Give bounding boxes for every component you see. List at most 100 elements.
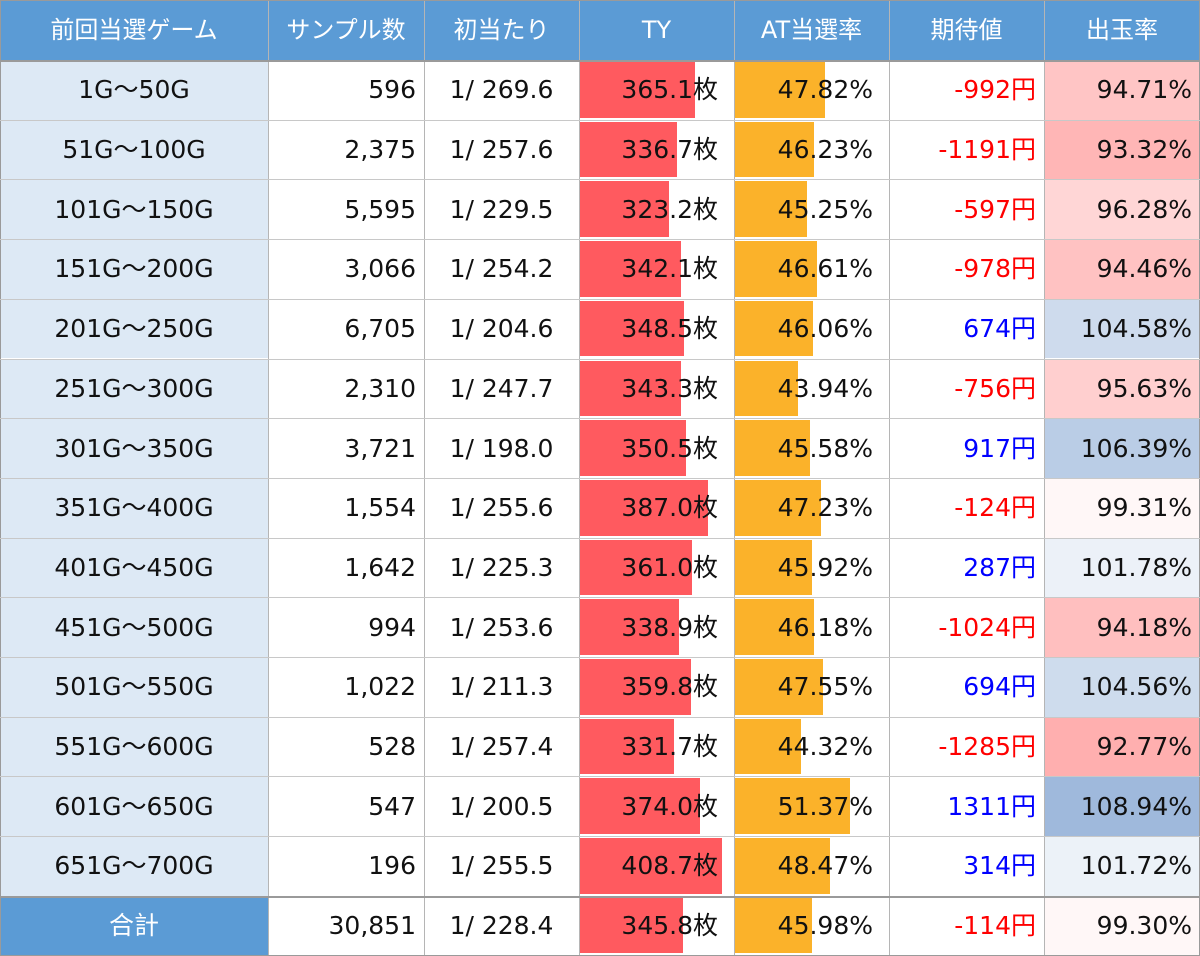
sample-count-cell: 196 <box>368 851 416 881</box>
first-hit-cell: 1/ 254.2 <box>449 254 554 284</box>
first-hit-cell: 1/ 200.5 <box>449 791 554 821</box>
range-cell: 301G～350G <box>0 418 268 478</box>
payout-cell: 101.78% <box>1044 537 1200 598</box>
payout-cell: 106.39% <box>1044 418 1200 478</box>
grid-line-horizontal <box>0 418 1200 419</box>
grid-line-horizontal <box>0 776 1200 777</box>
grid-line-vertical <box>734 0 735 956</box>
range-cell: 601G～650G <box>0 776 268 837</box>
at-rate-value: 45.92% <box>777 552 873 582</box>
range-cell: 401G～450G <box>0 537 268 598</box>
sample-count-cell: 528 <box>368 732 416 762</box>
at-rate-bar <box>735 718 801 775</box>
at-rate-value: 46.06% <box>777 314 873 344</box>
at-rate-value: 45.98% <box>777 911 873 941</box>
at-rate-bar <box>735 778 851 835</box>
ty-value: 343.3枚 <box>621 373 718 403</box>
sample-count-cell: 1,022 <box>344 672 416 702</box>
first-hit-cell: 1/ 229.5 <box>449 194 554 224</box>
column-header: AT当選率 <box>734 0 889 60</box>
expected-value-cell: 674円 <box>963 314 1036 344</box>
sample-count-cell: 547 <box>368 791 416 821</box>
grid-line-vertical <box>0 0 1 956</box>
first-hit-cell: 1/ 211.3 <box>449 672 554 702</box>
grid-line-horizontal <box>0 597 1200 598</box>
ty-bar <box>580 599 679 655</box>
at-rate-bar <box>735 838 830 894</box>
ty-bar <box>580 241 681 297</box>
ty-bar <box>580 360 682 417</box>
payout-cell: 94.18% <box>1044 597 1200 657</box>
at-rate-bar <box>735 599 814 655</box>
range-cell: 651G～700G <box>0 836 268 896</box>
sample-count-cell: 2,375 <box>344 135 416 165</box>
at-rate-bar <box>735 181 808 238</box>
range-cell: 151G～200G <box>0 239 268 299</box>
first-hit-cell: 1/ 225.3 <box>449 552 554 582</box>
grid-line-horizontal <box>0 538 1200 539</box>
at-rate-bar <box>735 300 813 357</box>
at-rate-cell: 45.92% <box>734 538 889 598</box>
payout-cell: 101.72% <box>1044 836 1200 896</box>
at-rate-bar <box>735 897 813 954</box>
payout-cell: 108.94% <box>1044 776 1200 837</box>
expected-value-cell: -1191円 <box>938 135 1036 165</box>
payout-cell: 104.56% <box>1044 657 1200 717</box>
range-cell: 501G～550G <box>0 657 268 717</box>
at-rate-bar <box>735 241 817 297</box>
range-cell: 合計 <box>0 895 268 956</box>
at-rate-bar <box>735 539 812 596</box>
at-rate-value: 46.23% <box>777 135 873 165</box>
sample-count-cell: 596 <box>368 75 416 105</box>
sample-count-cell: 2,310 <box>344 373 416 403</box>
at-rate-value: 47.55% <box>777 672 873 702</box>
first-hit-cell: 1/ 198.0 <box>449 433 554 463</box>
grid-line-vertical <box>268 0 269 956</box>
ty-bar <box>580 420 686 476</box>
expected-value-cell: -1285円 <box>938 732 1036 762</box>
ty-bar <box>580 181 669 238</box>
ty-value: 345.8枚 <box>621 911 718 941</box>
grid-line-horizontal <box>0 0 1200 1</box>
grid-line-horizontal <box>0 896 1200 898</box>
at-rate-cell: 45.58% <box>734 418 889 478</box>
ty-cell: 343.3枚 <box>579 359 734 419</box>
grid-line-vertical <box>579 0 580 956</box>
ty-cell: 359.8枚 <box>579 657 734 717</box>
ty-cell: 350.5枚 <box>579 418 734 478</box>
sample-count-cell: 3,721 <box>344 433 416 463</box>
at-rate-bar <box>735 479 822 536</box>
ty-cell: 374.0枚 <box>579 776 734 836</box>
ty-cell: 408.7枚 <box>579 836 734 896</box>
column-header: 出玉率 <box>1044 0 1200 60</box>
column-header: 初当たり <box>424 0 579 60</box>
payout-cell: 93.32% <box>1044 119 1200 180</box>
grid-line-vertical <box>424 0 425 956</box>
expected-value-cell: -978円 <box>954 254 1036 284</box>
at-rate-value: 46.18% <box>777 612 873 642</box>
ty-bar <box>580 121 678 178</box>
ty-value: 331.7枚 <box>621 732 718 762</box>
grid-line-horizontal <box>0 657 1200 658</box>
ty-value: 365.1枚 <box>621 75 718 105</box>
expected-value-cell: 917円 <box>963 433 1036 463</box>
grid-line-horizontal <box>0 239 1200 240</box>
at-rate-value: 46.61% <box>777 254 873 284</box>
at-rate-cell: 45.25% <box>734 179 889 239</box>
payout-cell: 94.46% <box>1044 239 1200 299</box>
sample-count-cell: 30,851 <box>328 911 416 941</box>
at-rate-cell: 44.32% <box>734 717 889 777</box>
at-rate-bar <box>735 62 826 118</box>
at-rate-cell: 46.06% <box>734 299 889 359</box>
ty-bar <box>580 479 709 536</box>
ty-cell: 348.5枚 <box>579 299 734 359</box>
at-rate-cell: 51.37% <box>734 776 889 836</box>
ty-cell: 338.9枚 <box>579 597 734 657</box>
at-rate-value: 45.25% <box>777 194 873 224</box>
first-hit-cell: 1/ 204.6 <box>449 314 554 344</box>
payout-cell: 96.28% <box>1044 179 1200 240</box>
ty-bar <box>580 778 701 835</box>
first-hit-cell: 1/ 269.6 <box>449 75 554 105</box>
expected-value-cell: 694円 <box>963 672 1036 702</box>
